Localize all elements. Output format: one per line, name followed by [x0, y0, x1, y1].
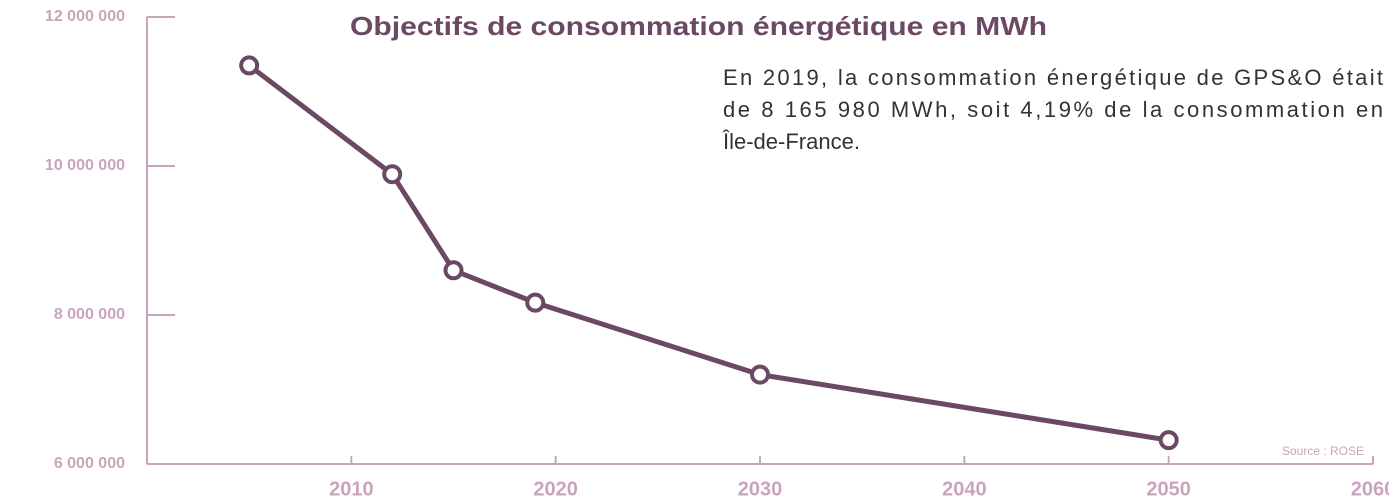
x-tick-label: 2030	[738, 478, 783, 500]
marker	[750, 364, 770, 385]
marker	[525, 292, 546, 313]
marker	[443, 260, 464, 281]
marker	[382, 164, 403, 185]
marker	[239, 55, 260, 76]
y-tick-label: 8 000 000	[54, 306, 125, 323]
y-tick-label: 10 000 000	[45, 157, 125, 174]
x-tick-label: 2010	[329, 478, 374, 500]
x-tick-label: 2060	[1351, 478, 1389, 500]
chart-title: Objectifs de consommation énergétique en…	[350, 11, 1047, 41]
x-tick-label: 2020	[533, 478, 578, 500]
source: Source : ROSE	[1282, 444, 1364, 458]
y-tick-label: 12 000 000	[45, 8, 125, 25]
annotation: de 8 165 980 MWh, soit 4,19% de la conso…	[723, 97, 1383, 122]
x-tick-label: 2050	[1146, 478, 1191, 500]
line	[247, 63, 1170, 443]
x-tick-label: 2040	[942, 478, 987, 500]
annotation: En 2019, la consommation énergétique de …	[723, 65, 1383, 90]
y-tick-label: 6 000 000	[54, 455, 125, 472]
annotation: Île-de-France.	[722, 129, 860, 154]
marker	[1158, 430, 1179, 451]
